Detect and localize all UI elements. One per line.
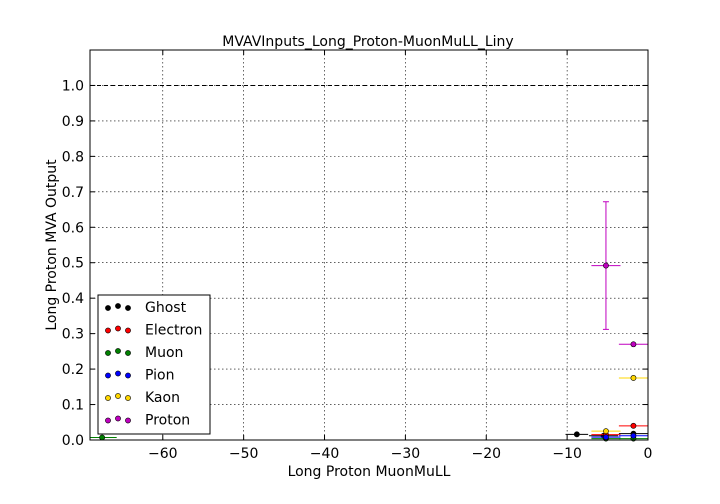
y-tick-label: 0.0 xyxy=(62,433,84,449)
y-tick-label: 0.4 xyxy=(62,291,84,307)
legend-marker xyxy=(125,372,131,379)
data-point xyxy=(603,434,609,441)
axis-ticks: −60 −50 −40 −30 −20 −10 0 0.0 0.1 0.2 0.3 0.4 0.5 0.6… xyxy=(62,50,653,462)
data-point xyxy=(573,431,580,438)
data-point xyxy=(630,422,637,429)
legend-marker xyxy=(115,370,121,377)
x-tick-label: −30 xyxy=(391,446,421,462)
legend-marker xyxy=(105,372,111,379)
data-points xyxy=(90,201,648,442)
y-tick-label: 0.8 xyxy=(62,149,84,165)
data-point xyxy=(99,434,106,441)
legend: Ghost Electron Muon Pion Kaon Proton xyxy=(97,294,211,435)
legend-marker xyxy=(115,303,121,309)
y-tick-label: 0.3 xyxy=(62,327,84,343)
legend-marker xyxy=(105,350,111,356)
x-tick-label: −20 xyxy=(471,446,501,462)
series-kaon xyxy=(591,375,648,435)
y-tick-label: 1.0 xyxy=(62,78,84,94)
x-tick-label: 0 xyxy=(644,446,653,462)
x-axis-label: Long Proton MuonMuLL xyxy=(288,464,451,480)
y-tick-label: 0.7 xyxy=(62,185,84,201)
legend-label: Electron xyxy=(145,323,202,339)
legend-marker xyxy=(105,327,111,334)
legend-label: Pion xyxy=(145,368,174,384)
data-point xyxy=(630,375,637,381)
legend-marker xyxy=(105,417,111,424)
x-tick-label: −60 xyxy=(148,446,178,462)
legend-label: Proton xyxy=(145,413,190,429)
x-tick-label: −40 xyxy=(310,446,340,462)
legend-box xyxy=(97,294,211,435)
y-tick-label: 0.6 xyxy=(62,220,84,236)
y-axis-label: Long Proton MVA Output xyxy=(44,159,60,331)
data-point xyxy=(603,428,609,435)
chart-title: MVAVInputs_Long_Proton-MuonMuLL_Liny xyxy=(222,34,513,50)
y-tick-label: 0.9 xyxy=(62,114,84,130)
legend-marker xyxy=(125,327,131,334)
data-point xyxy=(630,341,637,348)
legend-marker xyxy=(105,305,111,311)
legend-marker xyxy=(125,305,131,311)
plot-frame xyxy=(89,49,649,441)
legend-label: Muon xyxy=(145,345,183,361)
legend-marker xyxy=(115,325,121,332)
legend-label: Kaon xyxy=(145,390,180,406)
data-point xyxy=(630,432,637,439)
series-proton xyxy=(591,201,648,348)
legend-marker xyxy=(115,393,121,399)
y-tick-label: 0.2 xyxy=(62,362,84,378)
y-tick-label: 0.1 xyxy=(62,398,84,414)
x-tick-label: −50 xyxy=(229,446,259,462)
legend-marker xyxy=(115,348,121,354)
series-pion xyxy=(591,432,648,441)
legend-marker xyxy=(125,395,131,401)
legend-label: Ghost xyxy=(145,300,187,316)
legend-marker xyxy=(125,417,131,424)
y-tick-label: 0.5 xyxy=(62,256,84,272)
data-point xyxy=(603,262,609,269)
legend-marker xyxy=(125,350,131,356)
legend-marker xyxy=(115,415,121,422)
legend-marker xyxy=(105,395,111,401)
x-tick-label: −10 xyxy=(552,446,582,462)
